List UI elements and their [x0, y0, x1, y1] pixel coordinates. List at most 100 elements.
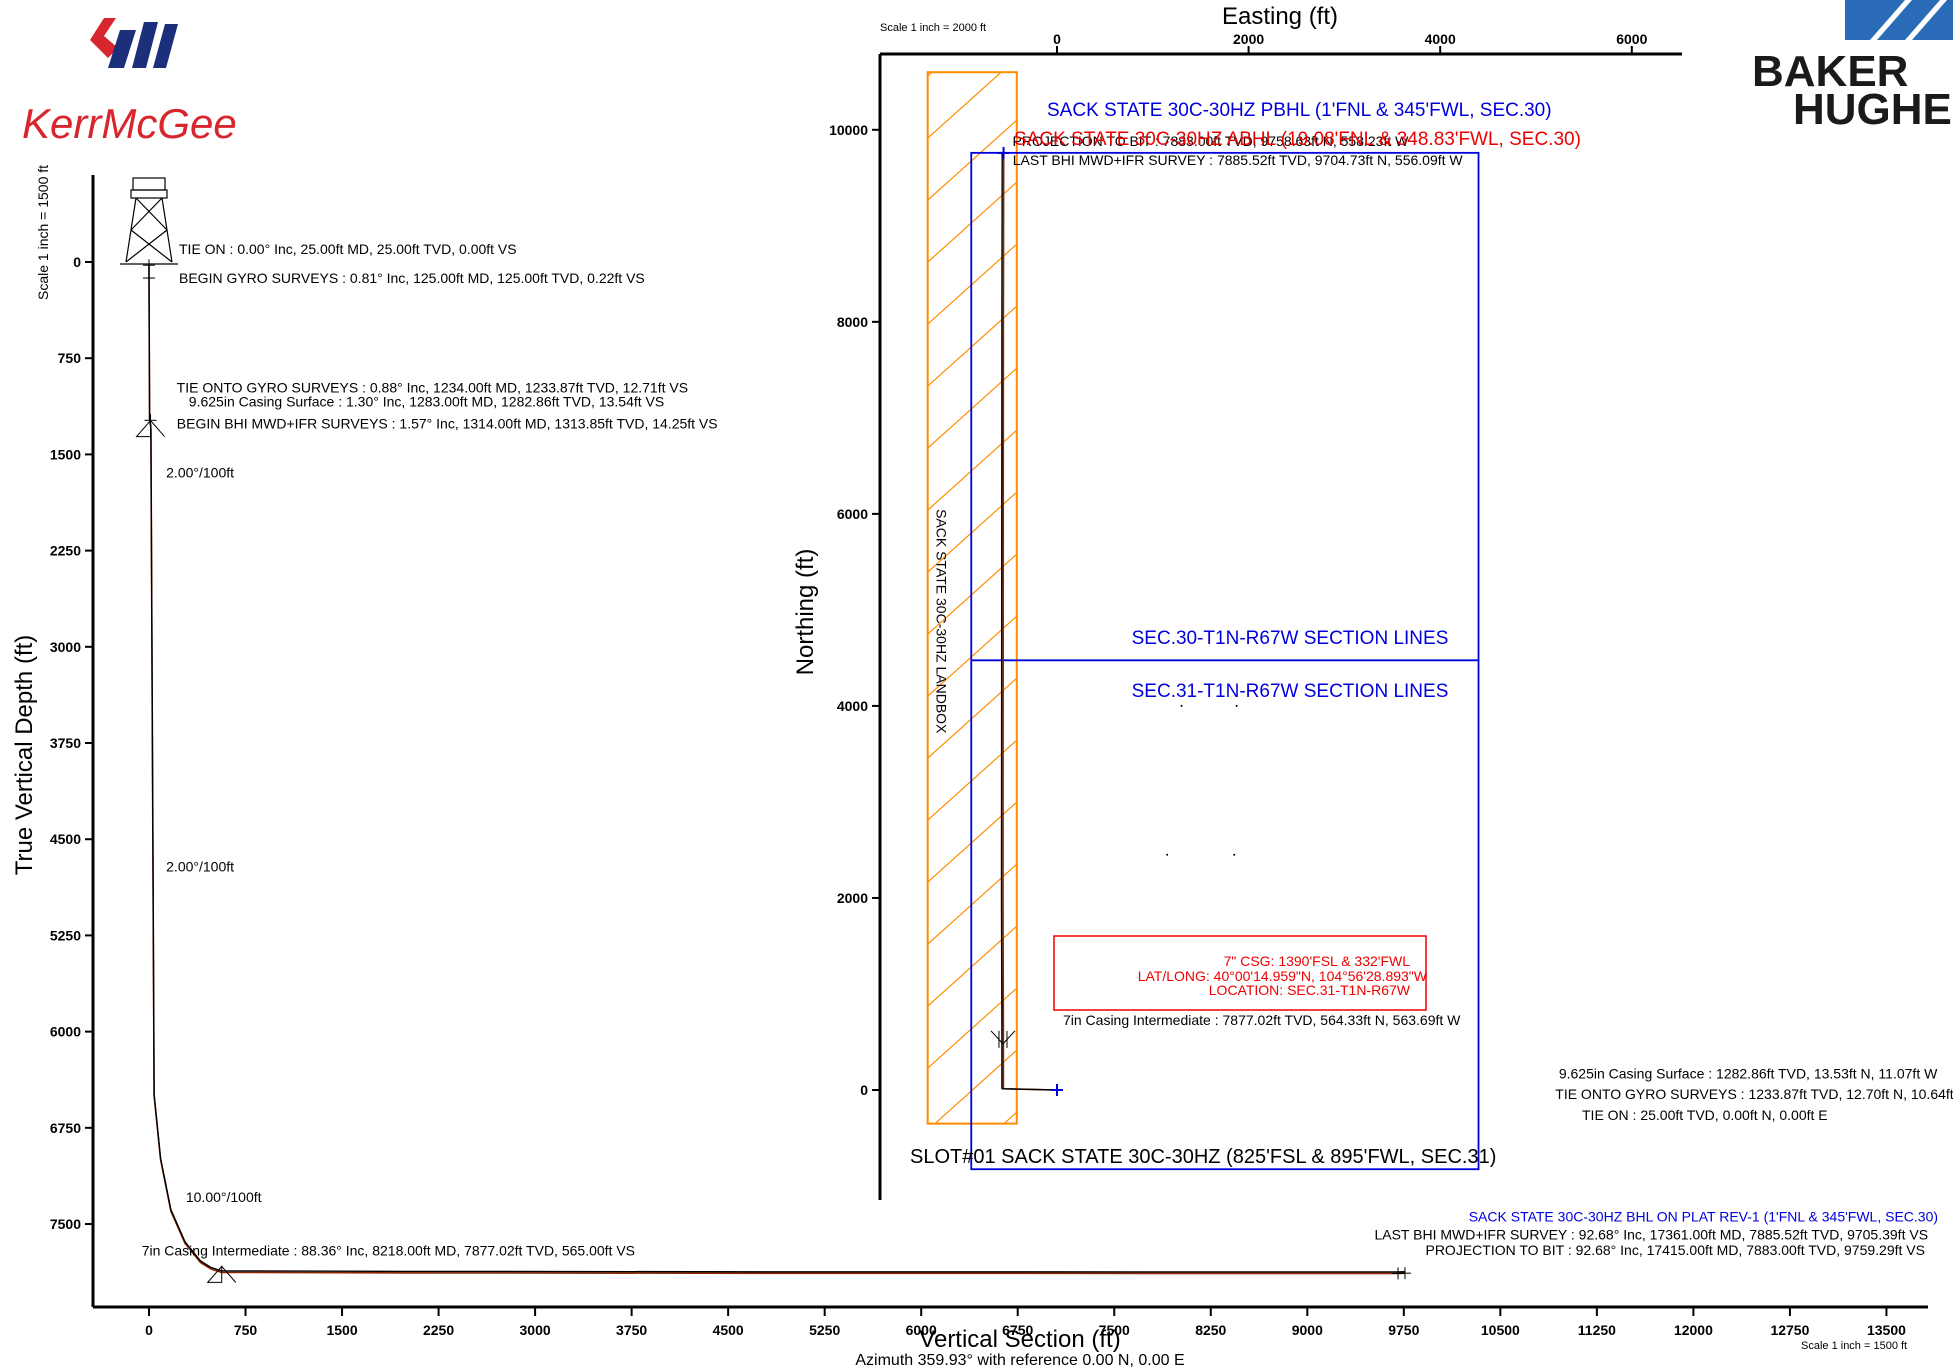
plan-view-axes: 0 2000 4000 6000 0 2000 4000 6000 8000 10000 — [829, 31, 1682, 1200]
pv-y-tick-label: 10000 — [829, 122, 868, 138]
vs-x-tick-label: 5250 — [809, 1322, 840, 1338]
landbox-hatch-line — [927, 119, 1017, 201]
kerr-mcgee-logo-text: KerrMcGee — [22, 100, 237, 147]
vs-x-tick-label: 9750 — [1388, 1322, 1419, 1338]
vs-x-tick-label: 3000 — [520, 1322, 551, 1338]
vs-x-tick-label: 6000 — [906, 1322, 937, 1338]
slot-label: SLOT#01 SACK STATE 30C-30HZ (825'FSL & 8… — [910, 1146, 1496, 1168]
vs-y-tick-label: 750 — [58, 350, 82, 366]
pv-y-tick-label: 2000 — [837, 890, 868, 906]
info-box-line-3: LOCATION: SEC.31-T1N-R67W — [1209, 982, 1411, 998]
vertical-section-chart: 0 750 1500 2250 3000 3750 4500 5250 6000 6750 7500… — [11, 165, 1938, 1369]
vs-x-tick-label: 0 — [145, 1322, 153, 1338]
vs-x-tick-label: 9000 — [1292, 1322, 1323, 1338]
vs-y-tick-label: 0 — [73, 254, 81, 270]
pv-y-tick-label: 4000 — [837, 698, 868, 714]
pv-y-tick-label: 8000 — [837, 314, 868, 330]
pv-y-axis-label: Northing (ft) — [792, 549, 819, 676]
vs-casing-marker — [206, 1265, 237, 1283]
pv-x-tick-label: 2000 — [1233, 31, 1264, 47]
vs-x-tick-label: 11250 — [1578, 1322, 1616, 1338]
pv-dot — [1233, 853, 1236, 856]
pv-x-axis-label: Easting (ft) — [1222, 3, 1338, 30]
pv-y-tick-label: 6000 — [837, 506, 868, 522]
vs-annotation: 2.00°/100ft — [166, 465, 234, 481]
pv-x-tick-label: 0 — [1053, 31, 1061, 47]
plan-view-plot: SACK STATE 30C-30HZ LANDBOX PROJECTION TO… — [926, 0, 1953, 1316]
vs-annotation: TIE ON : 0.00° Inc, 25.00ft MD, 25.00ft … — [179, 241, 517, 257]
vs-y-tick-label: 3000 — [50, 639, 81, 655]
vs-y-tick-label: 1500 — [50, 446, 81, 462]
pv-annotation: TIE ON : 25.00ft TVD, 0.00ft N, 0.00ft E — [1582, 1107, 1828, 1123]
vs-x-tick-label: 13500 — [1867, 1322, 1906, 1338]
landbox-hatch-line — [928, 1236, 1017, 1316]
pv-dot — [1166, 853, 1169, 856]
section-30-label: SEC.30-T1N-R67W SECTION LINES — [1132, 628, 1449, 649]
vertical-section-axes: 0 750 1500 2250 3000 3750 4500 5250 6000 6750 7500… — [50, 175, 1928, 1338]
vs-x-tick-label: 10500 — [1481, 1322, 1520, 1338]
baker-hughes-logo-line2: HUGHES — [1793, 85, 1953, 134]
pv-scale-note: Scale 1 inch = 2000 ft — [880, 22, 986, 34]
vs-annotation: LAST BHI MWD+IFR SURVEY : 92.68° Inc, 17… — [1374, 1226, 1928, 1242]
vs-x-tick-label: 4500 — [713, 1322, 744, 1338]
pv-annotation: PROJECTION TO BIT : 7883.00ft TVD, 9758.… — [1013, 133, 1410, 149]
pv-annotation: TIE ONTO GYRO SURVEYS : 1233.87ft TVD, 1… — [1555, 1086, 1953, 1102]
landbox-hatch-line — [928, 0, 1017, 14]
vs-x-tick-label: 3750 — [616, 1322, 647, 1338]
vs-y-tick-label: 2250 — [50, 543, 81, 559]
pv-x-tick-label: 6000 — [1616, 31, 1647, 47]
vs-annotation: 9.625in Casing Surface : 1.30° Inc, 1283… — [189, 394, 664, 410]
vs-x-axis-label: Vertical Section (ft) — [919, 1326, 1120, 1353]
vs-scale-note-y: Scale 1 inch = 1500 ft — [35, 165, 51, 300]
landbox-hatch-line — [927, 72, 934, 77]
pv-annotation: LAST BHI MWD+IFR SURVEY : 7885.52ft TVD,… — [1013, 152, 1464, 168]
vs-x-tick-label: 12750 — [1770, 1322, 1809, 1338]
plan-view-chart: 0 2000 4000 6000 0 2000 4000 6000 8000 10000 SACK… — [792, 0, 1953, 1316]
vs-y-axis-label: True Vertical Depth (ft) — [11, 635, 38, 876]
vs-annotation: BEGIN BHI MWD+IFR SURVEYS : 1.57° Inc, 1… — [177, 416, 718, 432]
vs-x-tick-label: 1500 — [326, 1322, 357, 1338]
vs-x-tick-label: 7500 — [1099, 1322, 1130, 1338]
vs-x-tick-label: 8250 — [1195, 1322, 1226, 1338]
info-box-line-1: 7" CSG: 1390'FSL & 332'FWL — [1224, 953, 1411, 969]
vs-annotation: BEGIN GYRO SURVEYS : 0.81° Inc, 125.00ft… — [179, 270, 645, 286]
target-abhl-label: SACK STATE 30C-30HZ ABHL (19.08'FNL & 34… — [1014, 129, 1581, 150]
vs-annotation: 2.00°/100ft — [166, 858, 234, 874]
baker-hughes-logo: BAKER HUGHES — [1752, 0, 1953, 134]
vs-annotation: 10.00°/100ft — [186, 1189, 262, 1205]
vs-y-tick-label: 6750 — [50, 1120, 81, 1136]
vs-annotation: 7in Casing Intermediate : 88.36° Inc, 82… — [142, 1242, 635, 1258]
target-pbhl-label: SACK STATE 30C-30HZ PBHL (1'FNL & 345'FW… — [1047, 100, 1552, 121]
info-box-line-2: LAT/LONG: 40°00'14.959"N, 104°56'28.893"… — [1138, 968, 1428, 984]
pv-y-tick-label: 0 — [860, 1082, 868, 1098]
landbox-label: SACK STATE 30C-30HZ LANDBOX — [934, 509, 950, 734]
vs-x-tick-label: 2250 — [423, 1322, 454, 1338]
vs-y-tick-label: 5250 — [50, 927, 81, 943]
pv-annotation: 7in Casing Intermediate : 7877.02ft TVD,… — [1063, 1012, 1461, 1028]
vs-y-tick-label: 7500 — [50, 1216, 81, 1232]
kerr-mcgee-logo: KerrMcGee — [22, 18, 237, 147]
vs-y-tick-label: 3750 — [50, 735, 81, 751]
pv-dot — [1235, 704, 1238, 707]
pv-casing-marker — [990, 1030, 1016, 1048]
vs-annotation: PROJECTION TO BIT : 92.68° Inc, 17415.00… — [1425, 1242, 1924, 1258]
casing-info-box: 7" CSG: 1390'FSL & 332'FWL LAT/LONG: 40°… — [1053, 935, 1428, 1011]
vs-x-tick-label: 6750 — [1002, 1322, 1033, 1338]
landbox-hatch-line — [928, 1174, 1017, 1254]
vs-x-tick-label: 750 — [234, 1322, 258, 1338]
pv-annotation: 9.625in Casing Surface : 1282.86ft TVD, … — [1559, 1066, 1938, 1082]
vs-scale-note-x: Scale 1 inch = 1500 ft — [1801, 1340, 1907, 1352]
landbox-hatch-line — [927, 72, 1003, 139]
vs-casing-marker — [135, 419, 165, 438]
vertical-section-plot: TIE ON : 0.00° Inc, 25.00ft MD, 25.00ft … — [135, 241, 1938, 1283]
section-31-label: SEC.31-T1N-R67W SECTION LINES — [1132, 681, 1449, 702]
drilling-rig-icon — [120, 177, 178, 265]
pv-actual-path — [1000, 152, 1056, 1091]
baker-hughes-logo-line1: BAKER — [1752, 47, 1908, 96]
vs-azimuth-subtitle: Azimuth 359.93° with reference 0.00 N, 0… — [855, 1352, 1184, 1369]
pv-x-tick-label: 4000 — [1425, 31, 1456, 47]
vs-y-tick-label: 6000 — [50, 1024, 81, 1040]
vs-annotation: SACK STATE 30C-30HZ BHL ON PLAT REV-1 (1… — [1469, 1208, 1938, 1224]
vs-y-tick-label: 4500 — [50, 831, 81, 847]
